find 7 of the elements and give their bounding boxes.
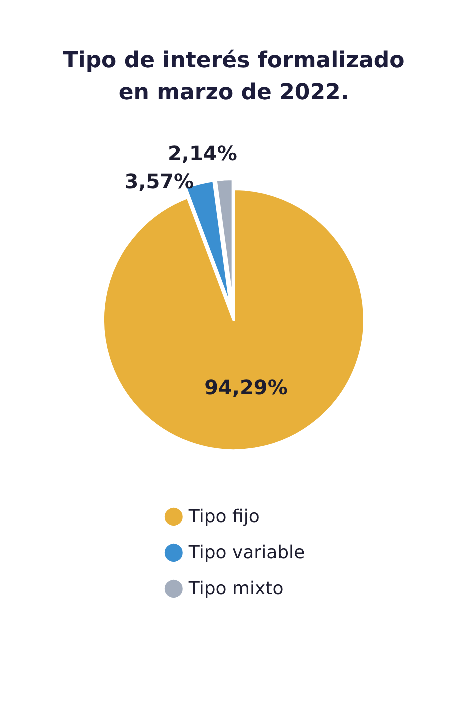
legend-label: Tipo variable xyxy=(188,542,306,564)
chart-title: Tipo de interés formalizado en marzo de 2022. xyxy=(63,48,405,106)
data-label: 3,57% xyxy=(124,169,194,194)
legend-label: Tipo mixto xyxy=(188,578,284,600)
legend-label: Tipo fijo xyxy=(188,506,260,528)
data-label: 2,14% xyxy=(168,141,238,166)
data-label: 94,29% xyxy=(204,375,288,400)
